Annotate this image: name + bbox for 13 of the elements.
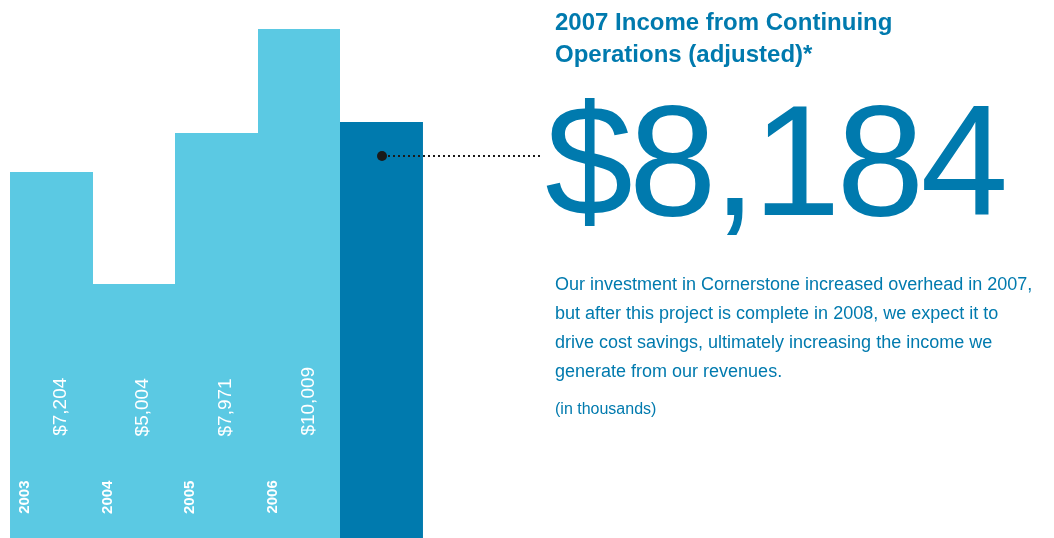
x-tick-label: 2006: [262, 480, 280, 514]
data-label: $10,009: [296, 366, 318, 436]
text: (in thousands): [555, 400, 657, 418]
data-label: $7,971: [214, 378, 236, 437]
data-label: $5,004: [131, 377, 153, 437]
x-tick-label: 2003: [14, 480, 32, 514]
x-tick-label: 2005: [179, 480, 197, 514]
x-tick-label: 2004: [97, 479, 115, 514]
text: $8,184: [545, 71, 1005, 250]
bar: [340, 122, 423, 538]
data-label: $7,204: [48, 377, 70, 436]
text: Our investment in Cornerstone increased overhead in 2007, but after this project is complete in 2008, we expect it to drive cost savings, ultimately increasing the income we generate from our revenues.: [555, 273, 1034, 383]
text: 2007 Income from Continuing Operations (adjusted)*: [555, 7, 894, 69]
